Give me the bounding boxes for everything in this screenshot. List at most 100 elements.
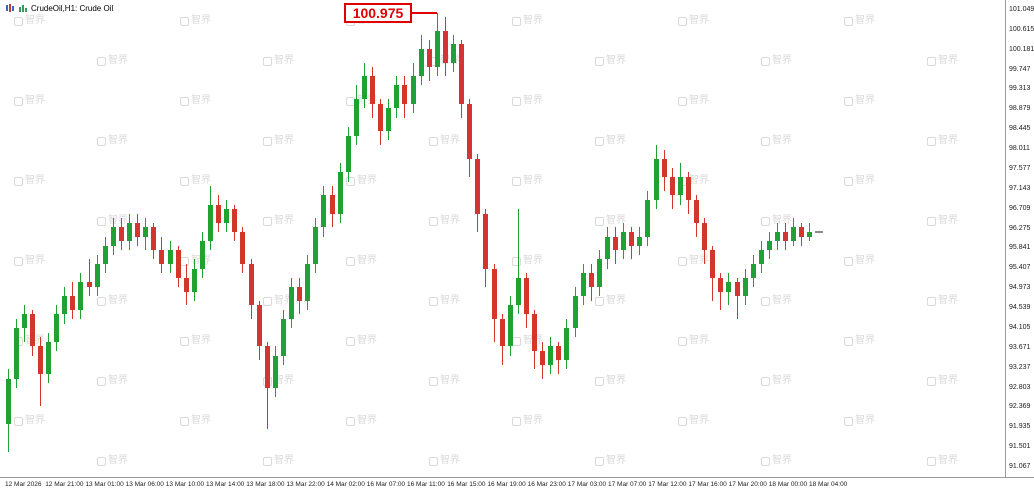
watermark-logo-icon <box>927 136 936 146</box>
watermark-logo-icon <box>429 296 438 306</box>
candle-down <box>629 232 635 246</box>
price-axis[interactable]: 101.049 100.615 100.181 99.747 99.313 98.879 9… <box>1005 0 1034 477</box>
watermark-logo-icon <box>346 256 355 266</box>
watermark-logo-icon <box>927 456 936 466</box>
price-axis-label: 97.143 <box>1009 184 1031 192</box>
candle-down <box>694 199 699 223</box>
candle-up <box>758 250 764 265</box>
candle-up <box>434 30 440 68</box>
watermark: 智界 <box>512 416 543 426</box>
candle-down <box>710 250 716 278</box>
candle-up <box>653 158 659 200</box>
watermark-logo-icon <box>263 296 272 306</box>
candle-up <box>46 341 51 374</box>
candle-up <box>289 286 294 319</box>
candle-wick <box>88 259 90 297</box>
plot-area[interactable] <box>0 0 1005 477</box>
watermark-logo-icon <box>512 96 521 106</box>
watermark: 智界 <box>844 16 875 26</box>
watermark: 智界 <box>180 16 211 26</box>
candle-up <box>54 314 60 342</box>
watermark-logo-icon <box>595 136 604 146</box>
watermark-logo-icon <box>180 96 189 106</box>
watermark: 智界 <box>512 256 543 266</box>
bar-chart-icon <box>18 3 28 13</box>
candle-up <box>305 264 311 301</box>
watermark: 智界 <box>844 416 875 426</box>
watermark: 智界 <box>429 296 460 306</box>
candle-up <box>321 195 327 228</box>
watermark: 智界 <box>14 256 45 266</box>
watermark: 智界 <box>429 376 460 386</box>
candle-wick <box>517 209 519 315</box>
candle-up <box>94 264 100 287</box>
watermark-logo-icon <box>429 456 438 466</box>
watermark-logo-icon <box>14 16 23 26</box>
price-axis-label: 98.011 <box>1009 145 1030 153</box>
candle-up <box>224 209 230 223</box>
watermark: 智界 <box>927 56 958 66</box>
watermark: 智界 <box>927 136 958 146</box>
candle-down <box>475 158 481 214</box>
watermark-logo-icon <box>346 176 355 186</box>
time-axis-label: 17 Mar 16:00 <box>688 481 727 488</box>
price-axis-label: 94.973 <box>1009 284 1031 292</box>
watermark-logo-icon <box>844 336 853 346</box>
candle-up <box>766 241 772 251</box>
candle-up <box>313 227 319 265</box>
price-axis-label: 100.615 <box>1009 25 1034 33</box>
candle-down <box>459 44 465 104</box>
time-axis-label: 16 Mar 07:00 <box>366 481 406 488</box>
candle-up <box>750 264 756 278</box>
watermark-logo-icon <box>14 176 23 186</box>
price-axis-label: 91.067 <box>1009 463 1031 470</box>
candle-up <box>143 227 149 237</box>
candle-up <box>127 222 132 242</box>
watermark-logo-icon <box>97 296 106 306</box>
price-axis-label: 100.181 <box>1009 45 1034 53</box>
candle-up <box>548 346 554 365</box>
watermark: 智界 <box>678 336 709 346</box>
watermark: 智界 <box>927 296 958 306</box>
candle-down <box>37 346 43 374</box>
watermark: 智界 <box>844 336 875 346</box>
watermark: 智界 <box>678 416 709 426</box>
candle-down <box>734 282 740 297</box>
watermark: 智界 <box>761 216 792 226</box>
candle-up <box>353 99 359 136</box>
watermark: 智界 <box>595 456 626 466</box>
watermark-logo-icon <box>595 456 604 466</box>
watermark: 智界 <box>927 216 958 226</box>
watermark: 智界 <box>97 296 128 306</box>
candle-up <box>515 277 521 306</box>
candle-down <box>135 222 141 237</box>
candle-down <box>232 209 238 232</box>
symbol-title: CrudeOil,H1: Crude Oil <box>31 3 114 13</box>
watermark-logo-icon <box>512 16 521 26</box>
watermark: 智界 <box>346 336 377 346</box>
candle-up <box>191 268 197 292</box>
watermark-logo-icon <box>346 336 355 346</box>
watermark-logo-icon <box>761 376 770 386</box>
candle-up <box>102 245 108 265</box>
candle-down <box>685 177 691 200</box>
candle-down <box>426 48 432 68</box>
candle-up <box>280 318 286 356</box>
candle-up <box>199 241 205 269</box>
watermark-logo-icon <box>97 456 106 466</box>
candle-down <box>483 213 489 269</box>
watermark: 智界 <box>97 376 128 386</box>
price-axis-label: 96.709 <box>1009 204 1031 212</box>
watermark-logo-icon <box>14 96 23 106</box>
candle-down <box>297 286 303 301</box>
current-price-tick <box>814 231 823 233</box>
candle-wick <box>720 273 722 310</box>
candlestick-chart-icon <box>5 3 15 13</box>
candle-down <box>661 158 667 178</box>
watermark-logo-icon <box>180 416 189 426</box>
watermark-logo-icon <box>678 256 687 266</box>
watermark-logo-icon <box>761 456 770 466</box>
time-axis[interactable]: 12 Mar 2026 12 Mar 21:00 13 Mar 01:00 13 Ma… <box>0 477 1034 495</box>
time-axis-label: 13 Mar 01:00 <box>85 481 124 488</box>
watermark-logo-icon <box>429 136 438 146</box>
